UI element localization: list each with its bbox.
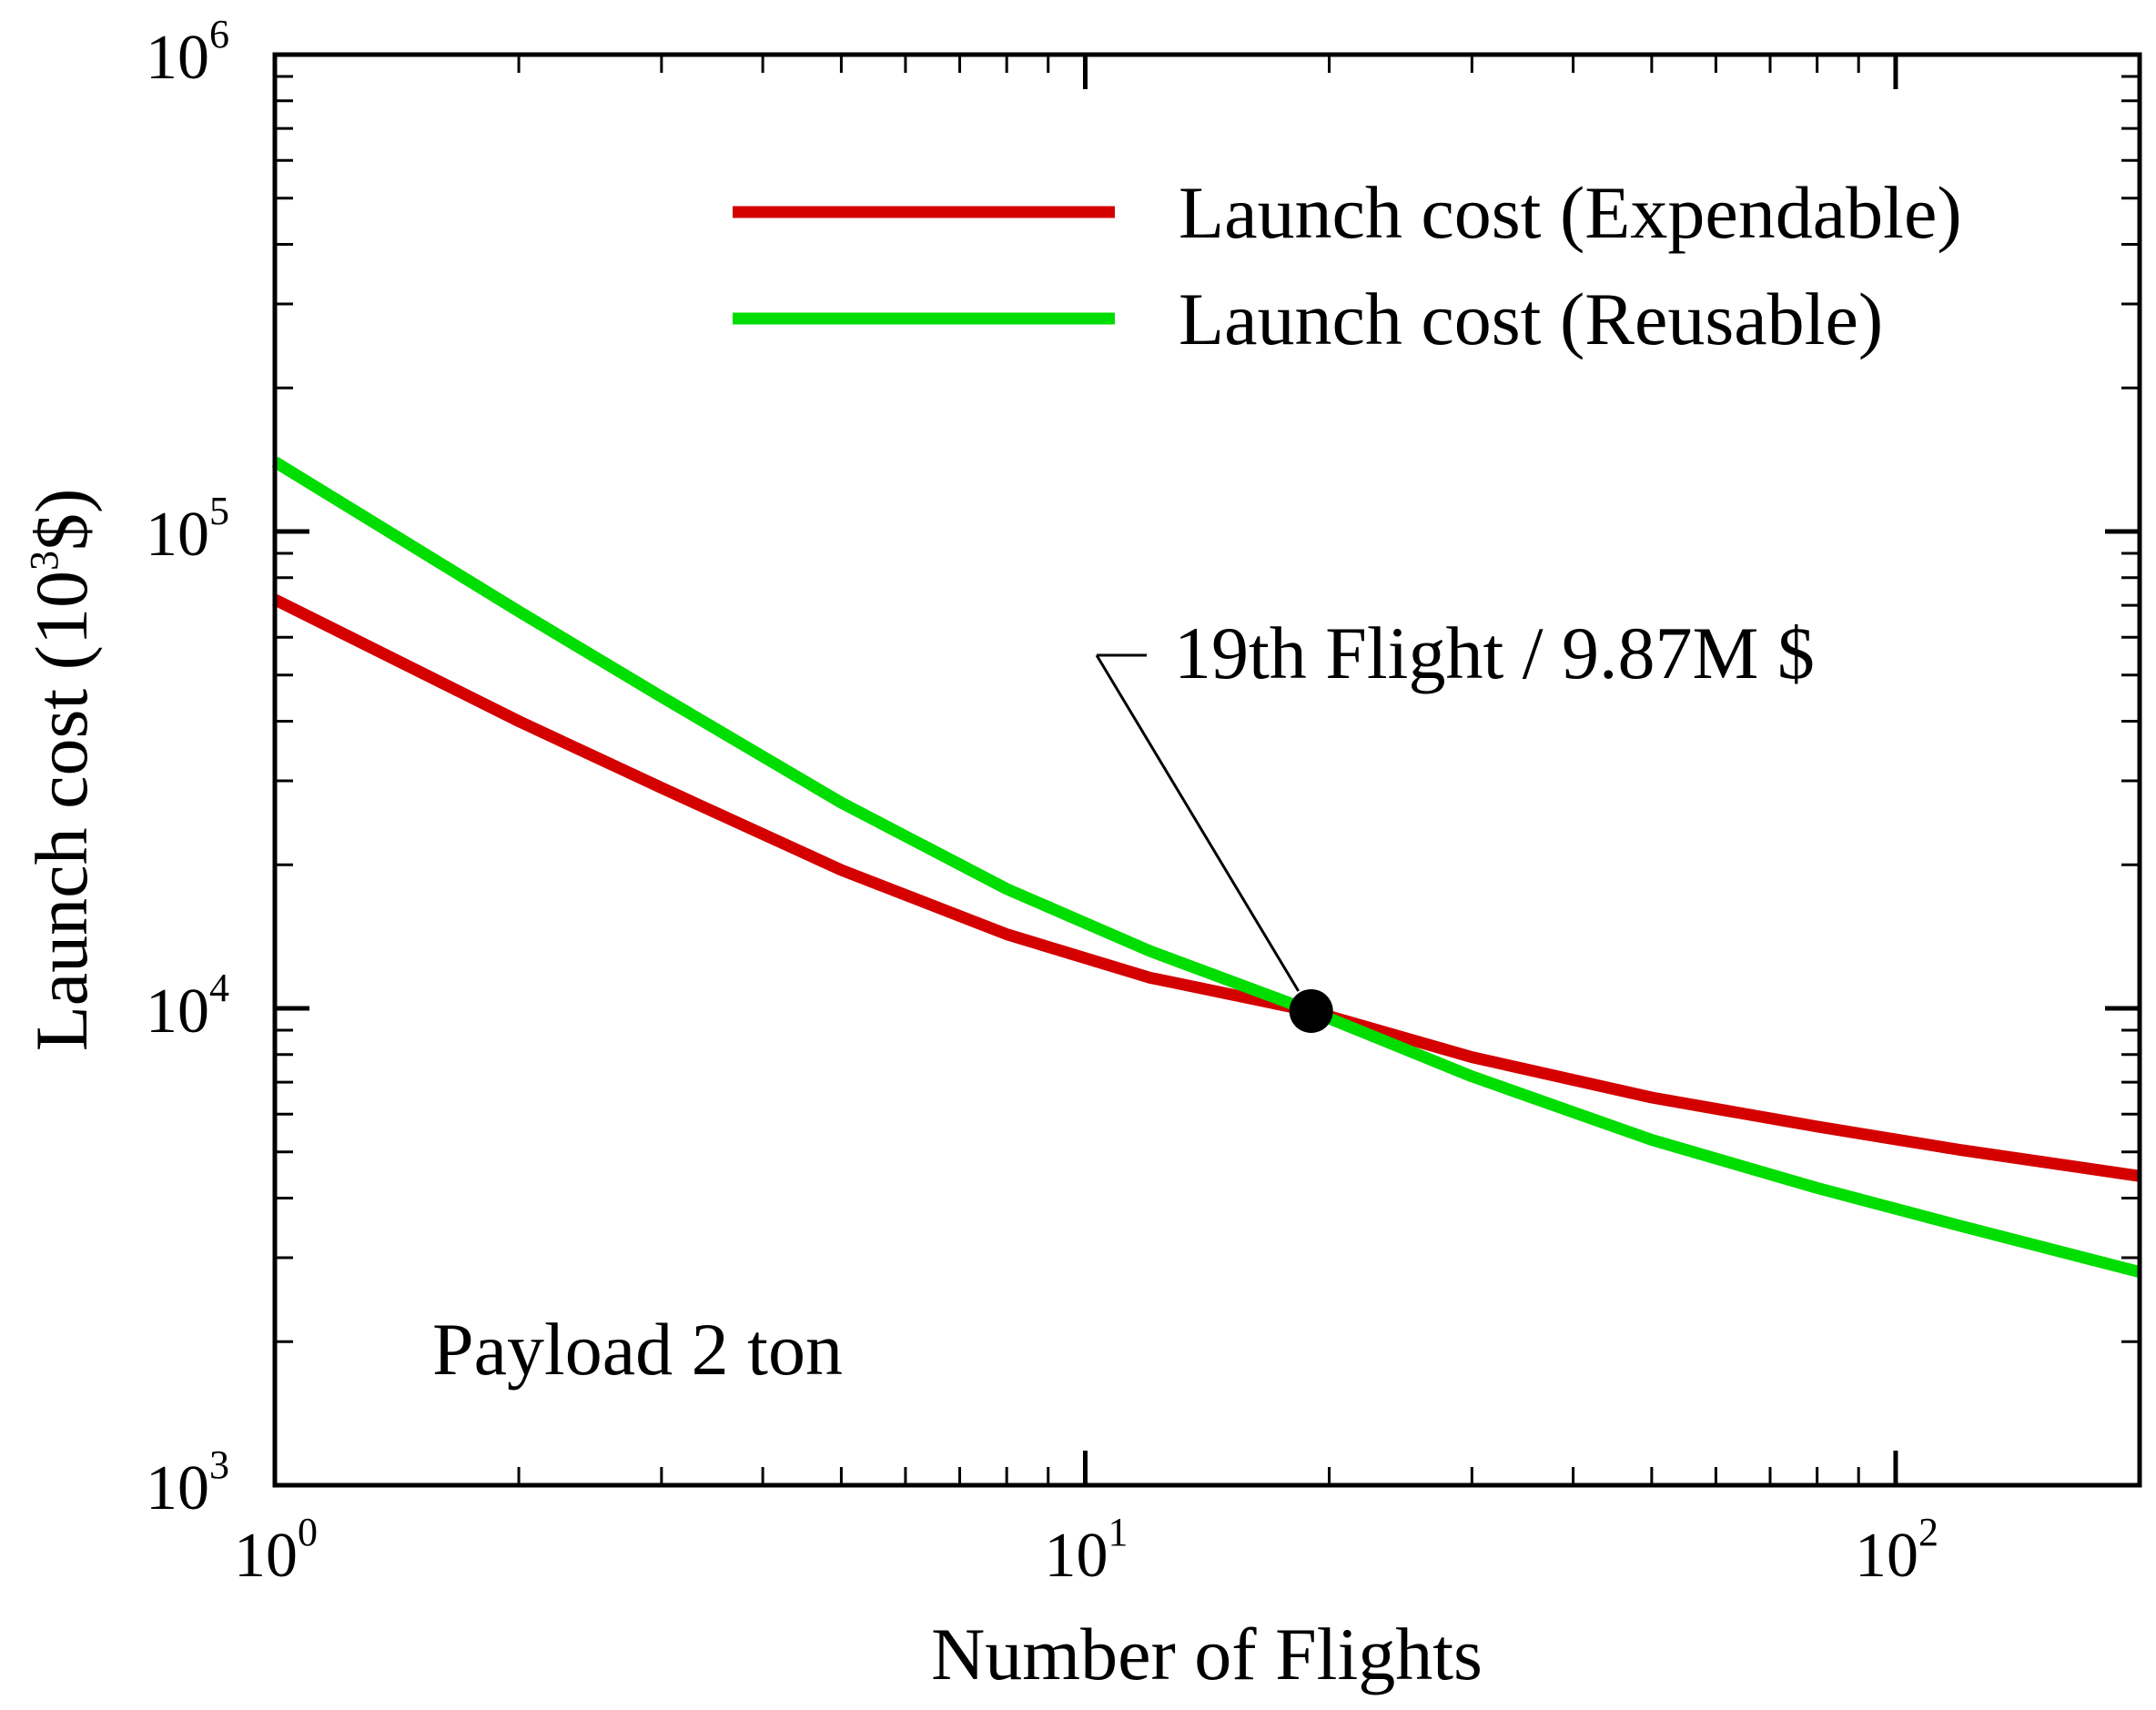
- y-axis-label-suffix: $): [20, 489, 103, 551]
- legend-label-reusable: Launch cost (Reusable): [1179, 278, 1883, 360]
- y-tick-label: 106: [146, 12, 229, 93]
- series-layer: [271, 456, 2141, 1278]
- plot-frame: [272, 52, 2142, 1488]
- x-tick-label: 101: [1044, 1510, 1128, 1591]
- legend: Launch cost (Expendable) Launch cost (Re…: [733, 171, 1962, 360]
- series-line-reusable: [271, 456, 2141, 1278]
- y-tick-label: 104: [146, 966, 229, 1047]
- x-tick-label: 102: [1855, 1510, 1938, 1591]
- y-tick-labels: 103 104 105 106: [146, 12, 229, 1523]
- crossover-point-marker: [1289, 988, 1333, 1033]
- annotation-layer: 19th Flight / 9.87M $ Payload 2 ton: [432, 612, 1815, 1391]
- y-axis-label-superscript: 3: [22, 551, 66, 571]
- y-axis-label: Launch cost (103$): [20, 489, 103, 1052]
- x-tick-labels: 100 101 102: [234, 1510, 1938, 1591]
- y-tick-label: 105: [146, 489, 229, 570]
- x-axis-label: Number of Flights: [931, 1613, 1483, 1695]
- crossover-annotation-label: 19th Flight / 9.87M $: [1174, 612, 1815, 694]
- payload-annotation-label: Payload 2 ton: [432, 1308, 843, 1391]
- legend-label-expendable: Launch cost (Expendable): [1179, 171, 1962, 254]
- series-line-expendable: [272, 593, 2141, 1182]
- annotation-leader-line: [1095, 654, 1300, 992]
- y-axis-label-prefix: Launch cost (10: [20, 571, 103, 1051]
- y-tick-label: 103: [146, 1442, 229, 1523]
- x-tick-label: 100: [234, 1510, 318, 1591]
